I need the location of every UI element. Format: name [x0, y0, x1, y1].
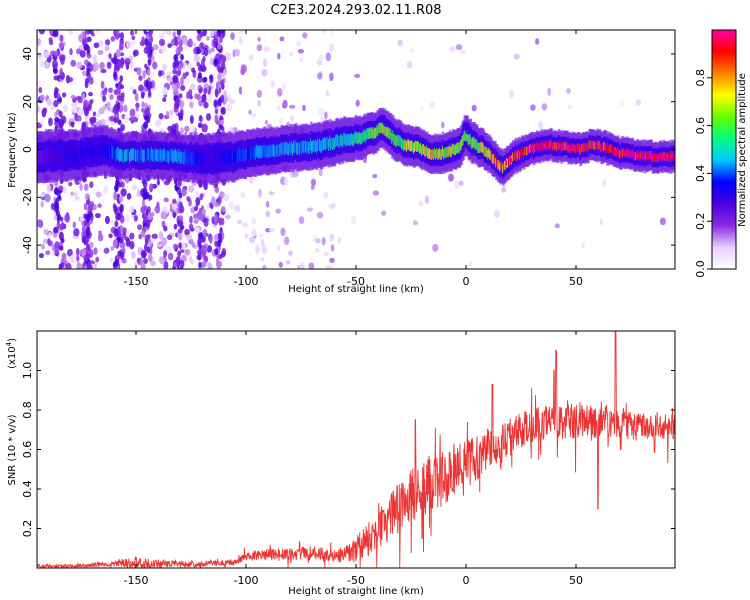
spectrogram-y-axis-label: Frequency (Hz) — [7, 112, 18, 188]
snr-series — [37, 331, 675, 568]
spectrogram-x-tick-label: 50 — [569, 275, 583, 288]
snr-axes: -150 -100 -50 0 50 0.2 0.4 0.6 0.8 1.0 — [21, 331, 675, 587]
spectrogram-x-tick-label: -50 — [347, 275, 365, 288]
snr-y-tick-label: 0.6 — [21, 441, 34, 459]
spectrogram-y-tick-label: -20 — [21, 188, 34, 206]
snr-frame — [36, 330, 676, 569]
snr-x-tick-label: 50 — [569, 574, 583, 587]
snr-x-axis-label: Height of straight line (km) — [288, 586, 424, 597]
colorbar-tick-label: 0.4 — [694, 165, 707, 183]
colorbar-tick-label: 0.0 — [694, 260, 707, 278]
spectrogram-panel: -150 -100 -50 0 50 -40 -20 0 20 40 Height of stra… — [7, 29, 676, 295]
spectrogram-y-tick-label: 0 — [21, 146, 34, 153]
colorbar-gradient — [712, 30, 736, 269]
snr-y-tick-label: 0.2 — [21, 520, 34, 538]
snr-y-tick-label: 1.0 — [21, 362, 34, 380]
spectrogram-heatmap — [37, 30, 675, 269]
colorbar-ticks: 0.0 0.2 0.4 0.6 0.8 — [694, 69, 712, 278]
spectrogram-y-tick-label: 20 — [21, 95, 34, 109]
colorbar: 0.0 0.2 0.4 0.6 0.8 Normalized spectral ampl… — [694, 29, 748, 278]
spectrogram-x-axis-label: Height of straight line (km) — [288, 284, 424, 295]
snr-y-tick-label: 0.4 — [21, 480, 34, 498]
snr-x-tick-label: 0 — [463, 574, 470, 587]
snr-x-tick-label: -150 — [124, 574, 149, 587]
snr-y-axis-label: SNR (10 * v/v) — [7, 414, 18, 485]
colorbar-tick-label: 0.6 — [694, 117, 707, 135]
spectrogram-axes: -150 -100 -50 0 50 -40 -20 0 20 40 — [21, 30, 675, 288]
snr-x-tick-label: -50 — [347, 574, 365, 587]
snr-y-tick-label: 0.8 — [21, 401, 34, 419]
snr-x-tick-label: -100 — [234, 574, 259, 587]
snr-line — [37, 331, 675, 568]
snr-panel: -150 -100 -50 0 50 0.2 0.4 0.6 0.8 1.0 Height of … — [5, 330, 676, 597]
spectrogram-frame — [36, 29, 676, 270]
snr-exponent-label: (x104) — [5, 338, 18, 369]
spectrogram-x-tick-label: -100 — [234, 275, 259, 288]
spectrogram-x-tick-label: -150 — [124, 275, 149, 288]
spectrogram-x-tick-label: 0 — [463, 275, 470, 288]
spectrogram-y-tick-label: 40 — [21, 47, 34, 61]
colorbar-tick-label: 0.8 — [694, 69, 707, 87]
figure-title: C2E3.2024.293.02.11.R08 — [270, 3, 441, 18]
spectrogram-y-tick-label: -40 — [21, 236, 34, 254]
colorbar-label: Normalized spectral amplitude — [737, 73, 748, 227]
colorbar-tick-label: 0.2 — [694, 212, 707, 230]
